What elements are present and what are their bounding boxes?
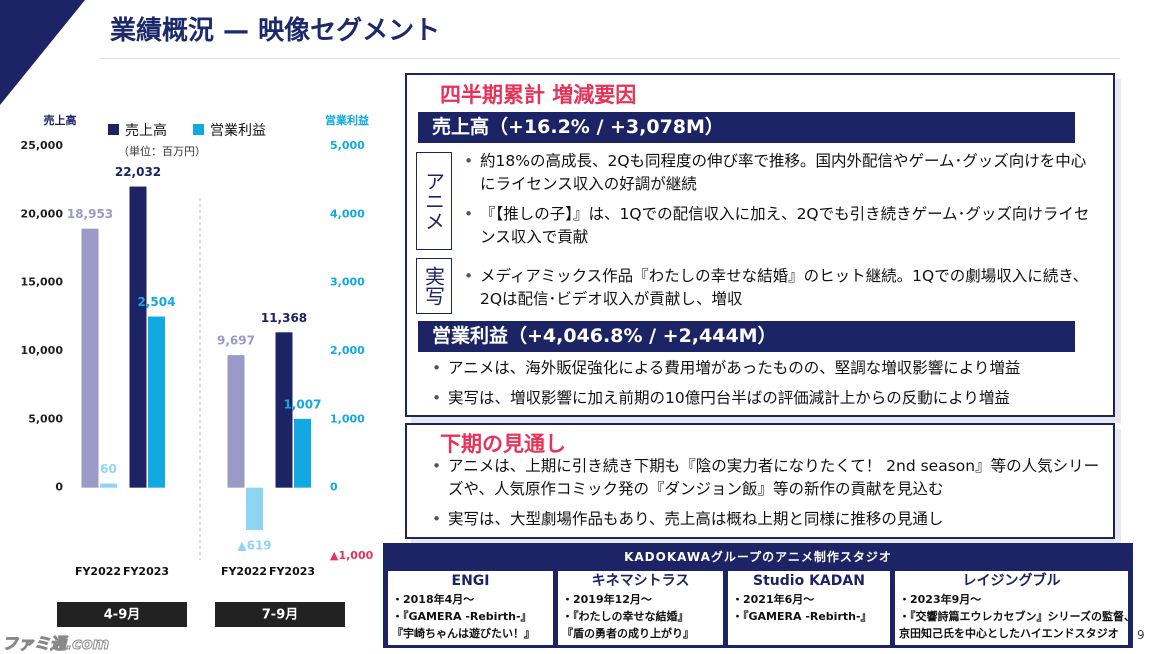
profit-heading: 営業利益（+4,046.8% / +2,444M）: [418, 321, 1075, 352]
bar: [275, 332, 293, 488]
studio-line: 『盾の勇者の成り上がり』: [562, 627, 694, 640]
y-tick-label: 0: [55, 481, 63, 494]
studio-cell: Studio KADAN ・2021年6月～ ・『GAMERA -Rebirth-』: [728, 571, 890, 645]
chart: 売上高 営業利益（単位：百万円）05,00010,00015,00020,0002…: [21, 113, 374, 627]
y2-axis-label: 営業利益: [325, 113, 369, 127]
studio-line: ・『交響詩篇エウレカセブン』シリーズの監督、: [899, 610, 1135, 623]
y2-tick-label: 3,000: [330, 276, 365, 289]
studio-name: ENGI: [451, 573, 490, 589]
y2-tick-label: 1,000: [330, 412, 365, 425]
studio-cell: レイジングブル・2023年9月～ ・『交響詩篇エウレカセブン』シリーズの監督、 京田…: [895, 571, 1135, 645]
bar: [148, 316, 165, 488]
bar: [294, 418, 311, 488]
page-number: 9: [1137, 628, 1145, 642]
y2-tick-label: 2,000: [330, 344, 365, 357]
studio-line: 京田知己氏を中心としたハイエンドスタジオ: [899, 627, 1119, 640]
legend-label: 売上高: [125, 122, 167, 139]
live-bullets: メディアミックス作品『わたしの幸せな結婚』のヒット継続。1Qでの劇場収入に続き、…: [464, 265, 1094, 318]
y2-tick-label: 5,000: [330, 139, 365, 152]
group-label: 4-9月: [104, 608, 141, 623]
studio-name: キネマシトラス: [591, 573, 690, 589]
bullet: メディアミックス作品『わたしの幸せな結婚』のヒット継続。1Qでの劇場収入に続き、…: [464, 265, 1094, 311]
y-tick-label: 5,000: [28, 412, 63, 425]
y2-tick-label: ▲1,000: [330, 549, 374, 562]
bar: [100, 483, 117, 488]
x-tick-label: FY2023: [123, 565, 169, 578]
outlook-bullets: アニメは、上期に引き続き下期も『陰の実力者になりたくて！ 2nd season』…: [432, 455, 1102, 538]
studio-name: レイジングブル: [962, 573, 1061, 589]
value-label: ▲619: [237, 538, 271, 552]
studio-line: ・『GAMERA -Rebirth-』: [732, 610, 872, 623]
y2-tick-label: 4,000: [330, 207, 365, 220]
bullet: 実写は、大型劇場作品もあり、売上高は概ね上期と同様に推移の見通し: [432, 508, 1102, 531]
value-label: 60: [100, 462, 117, 476]
x-tick-label: FY2022: [75, 565, 121, 578]
summary-heading: 四半期累計 増減要因: [440, 83, 637, 107]
bullet: アニメは、上期に引き続き下期も『陰の実力者になりたくて！ 2nd season』…: [432, 455, 1102, 501]
bar: [246, 487, 263, 530]
studio-name: Studio KADAN: [753, 573, 865, 589]
group-box: [215, 602, 345, 627]
studio-cell: キネマシトラス・2019年12月～ ・『わたしの幸せな結婚』 『盾の勇者の成り上がり…: [558, 571, 723, 645]
x-tick-label: FY2022: [221, 565, 267, 578]
studio-line: ・2023年9月～: [899, 593, 982, 606]
anime-tag: アニメ: [416, 152, 452, 250]
value-label: 1,007: [284, 397, 322, 411]
bullet: 実写は、増収影響に加え前期の10億円台半ばの評価減計上からの反動により増益: [432, 387, 1102, 410]
studio-line: ・『わたしの幸せな結婚』: [562, 610, 689, 623]
studio-cell: ENGI ・2018年4月～ ・『GAMERA -Rebirth-』 『宇崎ちゃんは遊…: [388, 571, 553, 645]
studio-line: 『宇崎ちゃんは遊びたい！』: [392, 627, 535, 640]
legend-label: 営業利益: [210, 123, 266, 139]
bullet: 約18%の高成長、2Qも同程度の伸び率で推移。国内外配信やゲーム･グッズ向けを中…: [464, 150, 1094, 196]
y2-tick-label: 0: [330, 481, 338, 494]
value-label: 11,368: [261, 311, 307, 325]
y-tick-label: 15,000: [21, 276, 64, 289]
outlook-heading: 下期の見通し: [440, 432, 566, 456]
studio-table: KADOKAWAグループのアニメ制作スタジオ ENGI ・2018年4月～ ・『GA…: [383, 543, 1135, 648]
bar: [227, 355, 245, 488]
y-tick-label: 10,000: [21, 344, 64, 357]
anime-bullets: 約18%の高成長、2Qも同程度の伸び率で推移。国内外配信やゲーム･グッズ向けを中…: [464, 150, 1094, 256]
studio-line: ・『GAMERA -Rebirth-』: [392, 610, 532, 623]
studio-line: ・2019年12月～: [562, 593, 652, 606]
x-tick-label: FY2023: [269, 565, 315, 578]
group-label: 7-9月: [262, 608, 299, 623]
sales-heading: 売上高（+16.2% / +3,078M）: [418, 112, 1075, 143]
studio-line: ・2018年4月～: [392, 593, 475, 606]
value-label: 18,953: [67, 207, 113, 221]
watermark: ファミ通.com: [1, 634, 110, 654]
unit-note: （単位：百万円）: [118, 144, 206, 158]
bar: [129, 186, 147, 488]
legend-swatch: [193, 124, 204, 135]
studio-title: KADOKAWAグループのアニメ制作スタジオ: [624, 550, 892, 564]
header-rule: [100, 58, 1120, 59]
profit-bullets: アニメは、海外販促強化による費用増があったものの、堅調な増収影響により増益実写は…: [432, 357, 1102, 417]
value-label: 22,032: [115, 165, 161, 179]
live-tag: 実写: [416, 258, 452, 314]
slide-title: 業績概況 — 映像セグメント: [110, 16, 441, 46]
legend-swatch: [108, 124, 119, 135]
bar: [81, 228, 99, 488]
corner-decoration: [0, 0, 85, 105]
y-axis-label: 売上高: [44, 113, 77, 127]
value-label: 2,504: [138, 295, 176, 309]
y-tick-label: 25,000: [21, 139, 64, 152]
bullet: 『【推しの子】』は、1Qでの配信収入に加え、2Qでも引き続きゲーム･グッズ向けラ…: [464, 203, 1094, 249]
y-tick-label: 20,000: [21, 207, 64, 220]
bullet: アニメは、海外販促強化による費用増があったものの、堅調な増収影響により増益: [432, 357, 1102, 380]
value-label: 9,697: [217, 334, 255, 348]
group-box: [57, 602, 187, 627]
studio-line: ・2021年6月～: [732, 593, 815, 606]
